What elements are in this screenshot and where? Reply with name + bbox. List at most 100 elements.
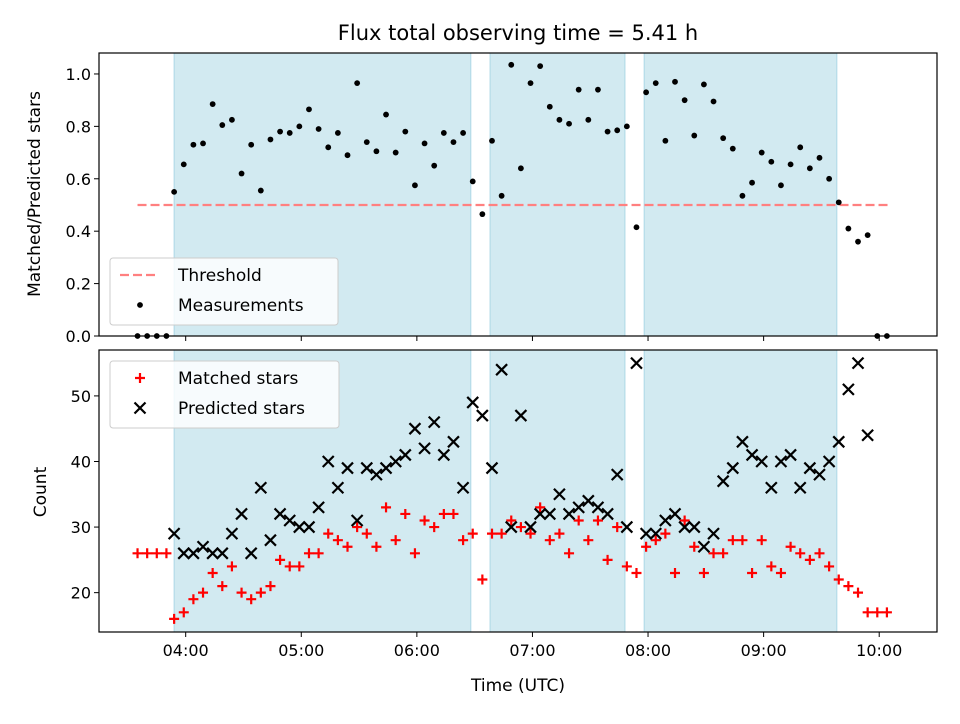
predicted-stars-point <box>312 501 325 514</box>
predicted-stars-point <box>649 527 663 540</box>
legend-label: Predicted stars <box>178 399 305 419</box>
predicted-stars-point <box>678 520 691 534</box>
matched-stars-point <box>554 528 565 539</box>
matched-stars-point <box>785 541 796 552</box>
predicted-stars-point <box>687 520 701 534</box>
measurement-point <box>537 63 544 70</box>
predicted-stars-point <box>379 461 393 475</box>
measurement-point <box>315 126 322 132</box>
matched-stars-point <box>142 548 153 559</box>
matched-stars-point <box>689 541 700 552</box>
predicted-stars-point <box>842 383 855 396</box>
predicted-stars-point <box>745 448 759 462</box>
measurement-point <box>517 165 524 172</box>
measurement-point <box>373 148 380 155</box>
top-y-tick-label: 0.2 <box>66 275 91 294</box>
predicted-stars-point <box>774 455 788 468</box>
measurement-point <box>566 120 572 127</box>
predicted-stars-point <box>553 488 566 501</box>
predicted-stars-point <box>196 540 210 554</box>
predicted-stars-point <box>822 455 836 468</box>
matched-stars-point <box>698 567 709 578</box>
matched-stars-point <box>332 535 343 546</box>
measurement-point <box>855 238 861 245</box>
predicted-stars-point <box>707 527 720 540</box>
measurement-point <box>412 182 418 189</box>
matched-stars-point <box>804 554 815 565</box>
matched-stars-point <box>275 554 286 565</box>
x-tick-label: 05:00 <box>278 641 324 660</box>
matched-stars-point <box>198 587 209 598</box>
predicted-stars-point <box>399 448 412 462</box>
matched-stars-point <box>602 554 613 565</box>
measurement-point <box>190 141 197 148</box>
bottom-y-tick-label: 40 <box>71 452 91 471</box>
top-y-tick-label: 0.8 <box>66 117 91 136</box>
x-tick-label: 07:00 <box>509 641 555 660</box>
x-tick-label: 09:00 <box>741 641 787 660</box>
measurement-point <box>546 103 553 110</box>
top-legend <box>109 257 339 326</box>
matched-stars-point <box>583 535 594 546</box>
x-tick-label: 10:00 <box>856 641 902 660</box>
predicted-stars-point <box>437 448 451 462</box>
measurement-point <box>778 182 784 189</box>
matched-stars-point <box>236 587 247 598</box>
predicted-stars-point <box>639 527 653 540</box>
matched-stars-point <box>862 607 873 618</box>
predicted-stars-point <box>813 468 826 481</box>
top-y-tick-label: 0.4 <box>66 222 91 241</box>
matched-stars-point <box>429 522 440 533</box>
predicted-stars-point <box>784 448 797 462</box>
matched-stars-point <box>824 561 835 572</box>
predicted-stars-point <box>293 520 306 534</box>
predicted-stars-point <box>187 547 200 560</box>
measurement-point <box>296 123 303 130</box>
measurement-point <box>479 211 486 218</box>
measurement-point <box>402 128 409 135</box>
measurement-point <box>180 161 187 168</box>
measurement-point <box>662 137 669 144</box>
predicted-stars-point <box>591 501 605 514</box>
matched-stars-point <box>535 502 546 513</box>
measurement-point <box>363 139 370 145</box>
measurement-point <box>383 111 389 118</box>
legend-label: Matched stars <box>178 369 298 389</box>
measurement-point <box>421 140 428 147</box>
matched-stars-point <box>853 587 864 598</box>
x-axis-label: Time (UTC) <box>470 676 565 696</box>
measurement-point <box>614 127 621 134</box>
matched-stars-point <box>641 541 652 552</box>
predicted-stars-point <box>476 409 489 422</box>
predicted-stars-point <box>832 435 846 449</box>
measurement-point <box>325 144 332 151</box>
matched-stars-point <box>727 535 738 546</box>
matched-stars-point <box>438 508 449 519</box>
measurement-point <box>556 116 563 123</box>
x-tick-label: 08:00 <box>625 641 671 660</box>
x-tick-label: 04:00 <box>163 641 209 660</box>
predicted-stars-point <box>389 455 402 468</box>
predicted-stars-point <box>697 540 711 554</box>
measurement-point <box>701 81 707 88</box>
legend-predicted-stars-swatch <box>133 401 147 415</box>
predicted-stars-point <box>485 461 499 475</box>
predicted-stars-point <box>601 507 614 521</box>
measurement-point <box>489 137 495 144</box>
measurement-point <box>826 175 833 182</box>
measurement-point <box>768 158 775 165</box>
matched-stars-point <box>284 561 295 572</box>
bottom-shaded-interval-3 <box>644 350 837 632</box>
predicted-stars-point <box>418 442 431 455</box>
matched-stars-point <box>573 515 584 526</box>
matched-stars-point <box>843 581 854 592</box>
predicted-stars-point <box>572 501 585 514</box>
x-tick-label: 06:00 <box>394 641 440 660</box>
predicted-stars-point <box>177 547 191 560</box>
measurement-point <box>248 141 255 148</box>
matched-stars-point <box>833 574 844 585</box>
predicted-stars-point <box>495 363 508 376</box>
measurement-point <box>623 123 630 130</box>
matched-stars-point <box>151 548 162 559</box>
